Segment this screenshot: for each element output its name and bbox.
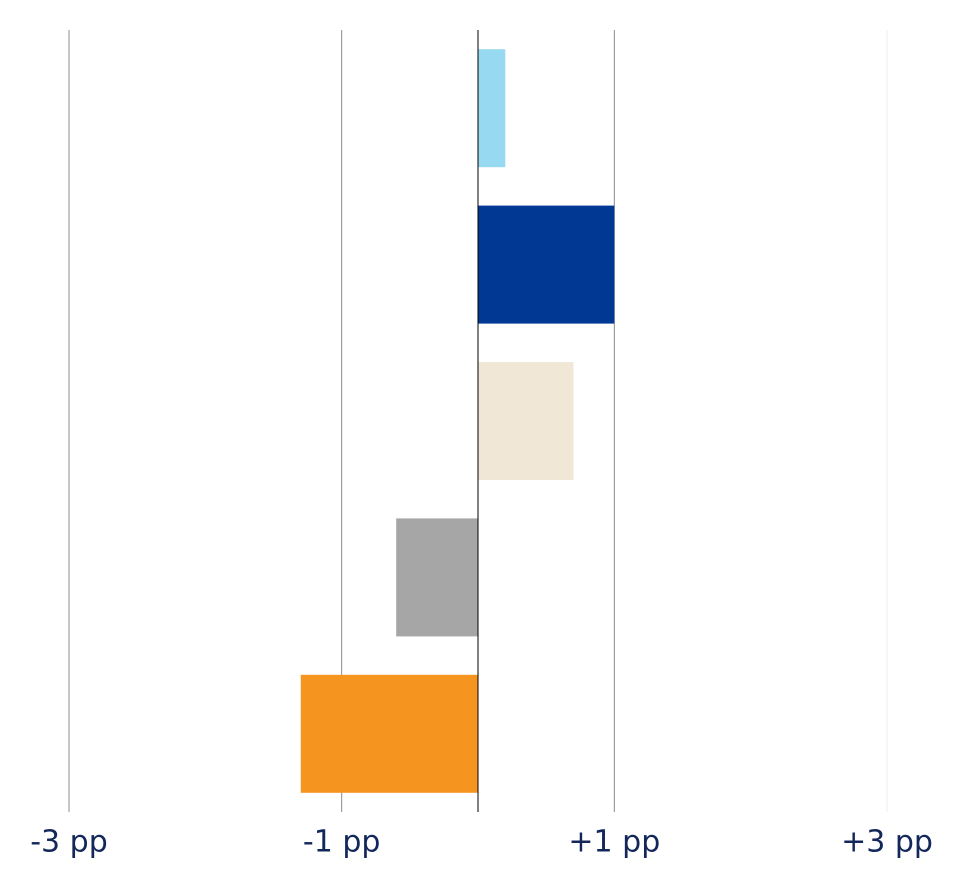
x-tick-label: -1 pp (303, 825, 381, 860)
bar (396, 518, 478, 637)
bar (300, 674, 478, 793)
x-tick-label: +3 pp (841, 825, 933, 860)
bar (478, 205, 615, 324)
bar (478, 49, 506, 168)
x-tick-label: +1 pp (568, 825, 660, 860)
x-tick-label: -3 pp (30, 825, 108, 860)
bar (478, 362, 574, 480)
